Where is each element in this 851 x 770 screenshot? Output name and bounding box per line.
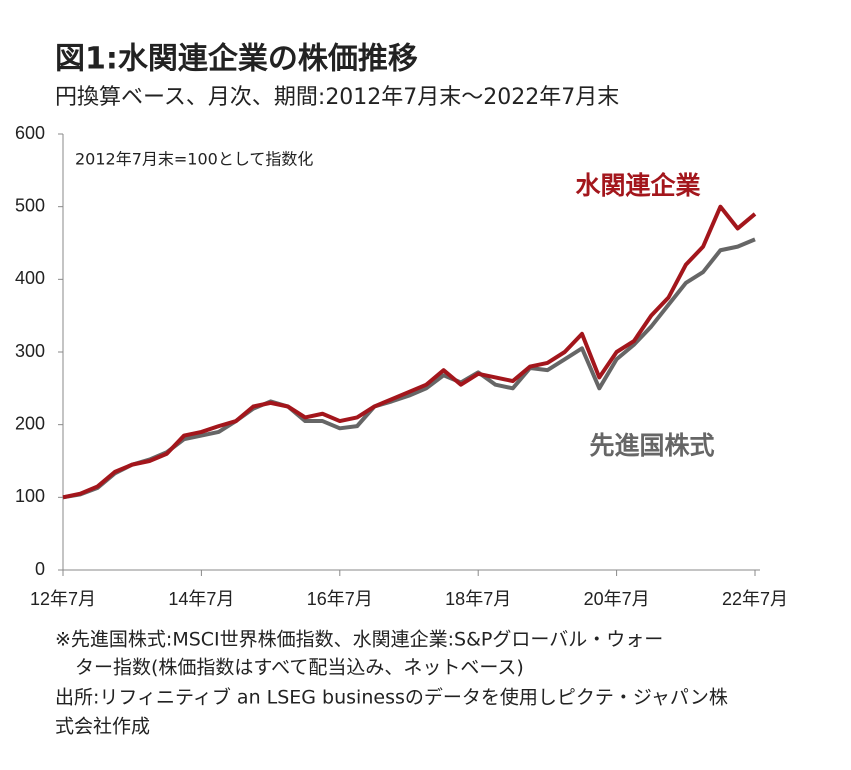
note: 出所:リフィニティブ an LSEG businessのデータを使用しピクテ・ジ… [55, 686, 728, 709]
x-tick-label: 22年7月 [722, 589, 788, 609]
x-tick-label: 14年7月 [168, 589, 234, 609]
note: ※先進国株式:MSCI世界株価指数、水関連企業:S&Pグローバル・ウォー [55, 629, 663, 651]
y-tick-label: 600 [15, 123, 45, 143]
x-tick-label: 16年7月 [307, 589, 373, 609]
series-line [62, 204, 757, 500]
series-label: 水関連企業 [575, 171, 700, 200]
y-tick-label: 300 [15, 341, 45, 361]
chart-title: 図1:水関連企業の株価推移 [55, 42, 418, 77]
x-tick-label: 12年7月 [30, 589, 96, 609]
y-tick-label: 500 [15, 195, 45, 215]
series-label: 先進国株式 [589, 431, 714, 460]
y-tick-label: 100 [15, 486, 45, 506]
x-tick-label: 18年7月 [445, 589, 511, 609]
y-tick-label: 200 [15, 413, 45, 433]
annotation: 2012年7月末=100として指数化 [75, 150, 313, 169]
note: ター指数(株価指数はすべて配当込み、ネットベース) [75, 657, 524, 679]
note: 式会社作成 [55, 716, 150, 738]
x-tick-label: 20年7月 [584, 589, 650, 609]
chart-subtitle: 円換算ベース、月次、期間:2012年7月末～2022年7月末 [55, 85, 619, 110]
y-tick-label: 0 [35, 559, 45, 579]
y-tick-label: 400 [15, 268, 45, 288]
